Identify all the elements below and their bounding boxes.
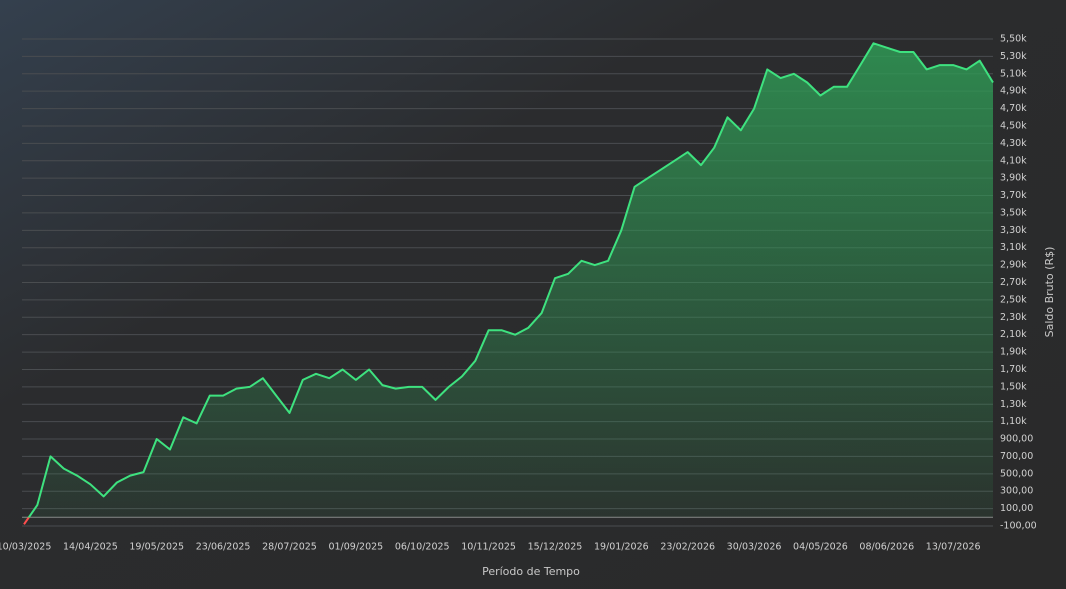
y-tick-label: 4,50k bbox=[1000, 120, 1027, 131]
x-tick-label: 19/01/2026 bbox=[594, 542, 649, 553]
y-tick-label: 3,70k bbox=[1000, 190, 1027, 201]
y-tick-label: 5,30k bbox=[1000, 51, 1027, 62]
y-tick-label: 5,10k bbox=[1000, 68, 1027, 79]
x-tick-label: 04/05/2026 bbox=[793, 542, 848, 553]
x-tick-label: 06/10/2025 bbox=[395, 542, 450, 553]
y-tick-label: 1,70k bbox=[1000, 364, 1027, 375]
y-tick-label: 3,10k bbox=[1000, 242, 1027, 253]
x-tick-label: 01/09/2025 bbox=[328, 542, 383, 553]
area bbox=[24, 43, 993, 525]
y-tick-label: 900,00 bbox=[1000, 434, 1033, 445]
y-tick-label: 2,10k bbox=[1000, 329, 1027, 340]
x-tick-label: 23/06/2025 bbox=[196, 542, 251, 553]
x-tick-label: 13/07/2026 bbox=[926, 542, 981, 553]
x-tick-label: 23/02/2026 bbox=[660, 542, 715, 553]
y-tick-label: 2,70k bbox=[1000, 277, 1027, 288]
x-axis-title: Período de Tempo bbox=[482, 565, 580, 578]
y-tick-label: 4,30k bbox=[1000, 138, 1027, 149]
y-tick-label: 700,00 bbox=[1000, 451, 1033, 462]
y-tick-label: 5,50k bbox=[1000, 34, 1027, 45]
y-tick-label: 4,90k bbox=[1000, 86, 1027, 97]
x-tick-label: 10/03/2025 bbox=[0, 542, 51, 553]
y-tick-label: 2,50k bbox=[1000, 294, 1027, 305]
y-tick-label: 3,90k bbox=[1000, 173, 1027, 184]
y-tick-label: 1,50k bbox=[1000, 381, 1027, 392]
y-tick-label: 1,10k bbox=[1000, 416, 1027, 427]
y-tick-label: 1,30k bbox=[1000, 399, 1027, 410]
line bbox=[23, 42, 994, 525]
x-tick-label: 30/03/2026 bbox=[727, 542, 782, 553]
x-tick-label: 19/05/2025 bbox=[129, 542, 184, 553]
x-tick-label: 14/04/2025 bbox=[63, 542, 118, 553]
x-tick-label: 28/07/2025 bbox=[262, 542, 317, 553]
y-tick-label: 500,00 bbox=[1000, 468, 1033, 479]
y-tick-label: 2,90k bbox=[1000, 260, 1027, 271]
x-tick-label: 08/06/2026 bbox=[859, 542, 914, 553]
y-tick-label: 4,70k bbox=[1000, 103, 1027, 114]
y-tick-label: -100,00 bbox=[1000, 521, 1037, 532]
y-tick-label: 3,50k bbox=[1000, 207, 1027, 218]
y-tick-label: 3,30k bbox=[1000, 225, 1027, 236]
y-axis-title: Saldo Bruto (R$) bbox=[1043, 247, 1056, 338]
x-tick-label: 10/11/2025 bbox=[461, 542, 516, 553]
y-tick-label: 100,00 bbox=[1000, 503, 1033, 514]
y-tick-label: 4,10k bbox=[1000, 155, 1027, 166]
y-tick-label: 1,90k bbox=[1000, 347, 1027, 358]
x-tick-label: 15/12/2025 bbox=[528, 542, 583, 553]
y-tick-label: 2,30k bbox=[1000, 312, 1027, 323]
y-tick-label: 300,00 bbox=[1000, 486, 1033, 497]
